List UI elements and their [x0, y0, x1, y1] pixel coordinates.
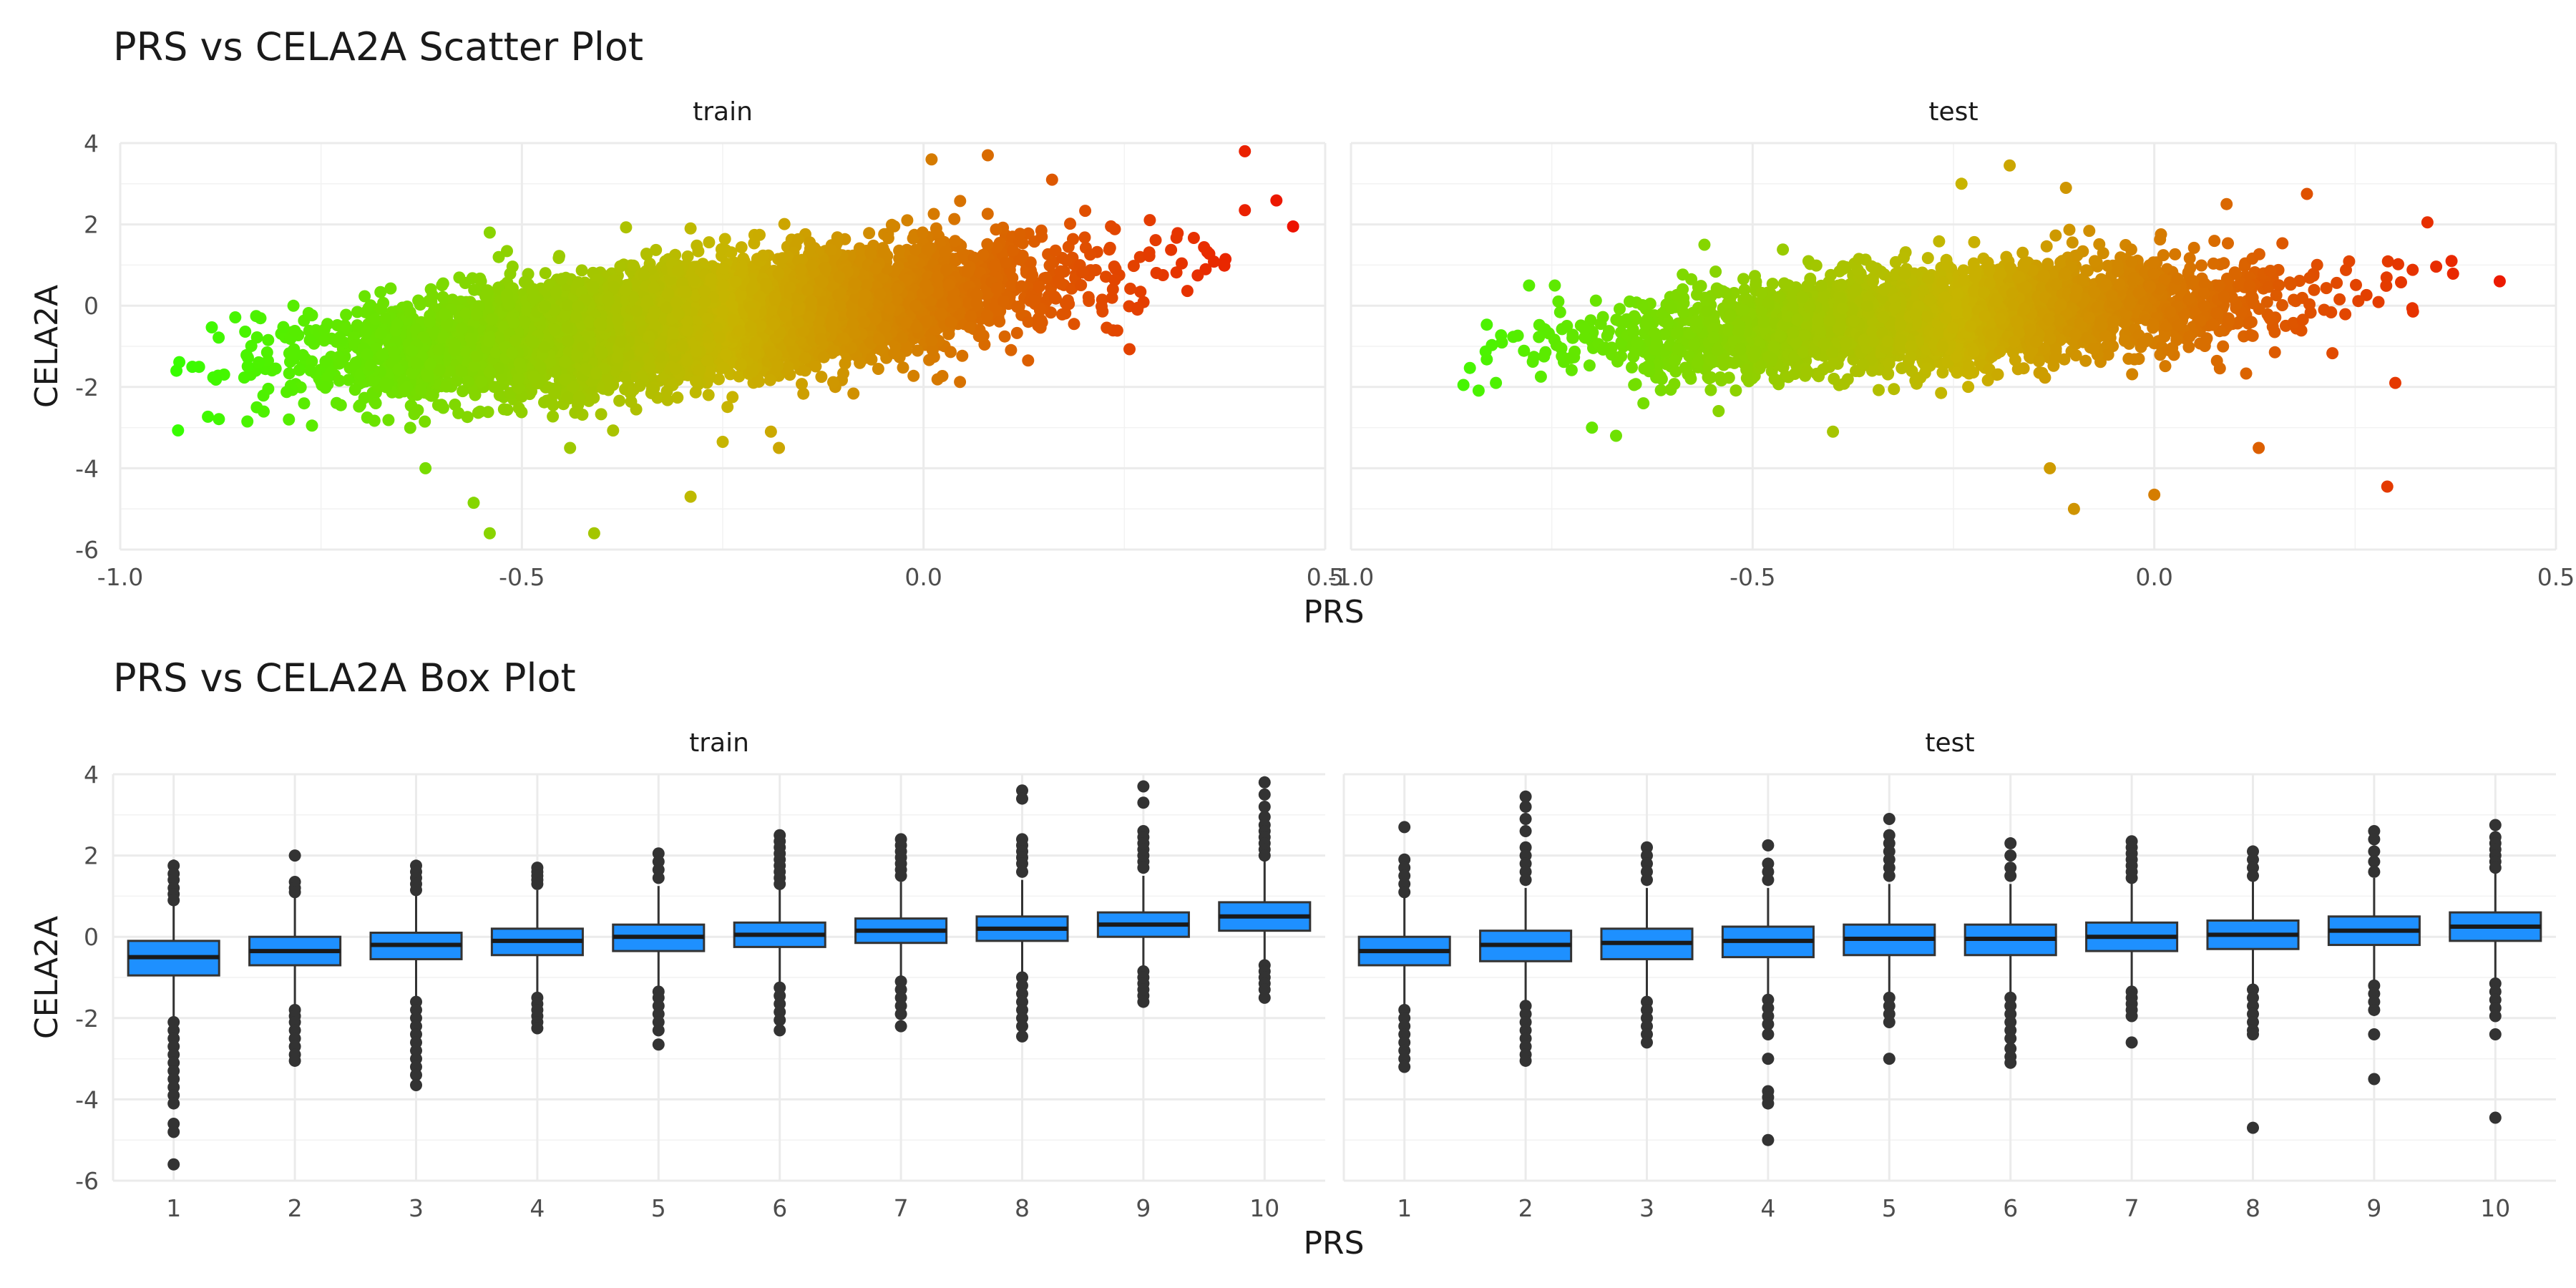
scatter-plot-title: PRS vs CELA2A Scatter Plot — [113, 24, 643, 69]
scatter-point — [318, 334, 331, 347]
x-tick-label: -0.5 — [499, 563, 545, 591]
scatter-point — [911, 344, 924, 357]
scatter-point — [901, 214, 914, 227]
scatter-panel-train: train -1.0 -0.5 0.0 0.5 — [97, 97, 1344, 591]
scatter-point — [733, 370, 746, 383]
scatter-point — [1131, 301, 1144, 314]
scatter-point — [954, 376, 967, 389]
scatter-point — [539, 267, 552, 280]
scatter-point — [897, 361, 909, 374]
scatter-point — [1022, 354, 1035, 367]
scatter-point — [293, 364, 306, 376]
scatter-point — [831, 231, 844, 244]
scatter-point — [431, 399, 444, 411]
scatter-point — [497, 403, 510, 416]
scatter-point — [241, 415, 254, 428]
scatter-point — [1176, 257, 1188, 270]
scatter-point — [205, 321, 218, 333]
scatter-point — [262, 333, 275, 346]
scatter-point — [436, 291, 449, 303]
scatter-point — [202, 410, 215, 423]
scatter-point — [474, 405, 487, 418]
x-tick-label: 0.0 — [904, 563, 942, 591]
scatter-point — [595, 408, 608, 421]
scatter-points — [170, 145, 1299, 540]
scatter-point — [277, 321, 290, 333]
scatter-point — [1078, 231, 1091, 244]
scatter-point — [518, 275, 531, 288]
scatter-point — [1134, 286, 1147, 298]
scatter-point — [713, 373, 725, 386]
scatter-point — [927, 208, 940, 220]
scatter-point — [614, 260, 627, 273]
scatter-point — [703, 236, 716, 249]
scatter-point — [260, 346, 273, 358]
scatter-point — [954, 195, 967, 208]
scatter-point — [213, 413, 225, 426]
scatter-point — [1101, 321, 1113, 334]
scatter-point — [384, 282, 397, 295]
scatter-point — [172, 424, 185, 436]
scatter-point — [735, 241, 748, 254]
scatter-point — [865, 353, 878, 366]
scatter-point — [253, 356, 265, 369]
scatter-point — [607, 424, 620, 437]
scatter-point — [238, 371, 250, 384]
scatter-point — [827, 376, 839, 389]
scatter-point — [1181, 285, 1194, 298]
scatter-point — [506, 260, 519, 273]
facet-strip-label: train — [693, 97, 753, 127]
scatter-point — [702, 389, 715, 401]
scatter-point — [907, 369, 920, 382]
x-tick-label: 0.5 — [1307, 563, 1344, 591]
scatter-point — [1270, 194, 1283, 207]
scatter-point — [1124, 283, 1137, 295]
scatter-point — [298, 397, 311, 410]
scatter-point — [778, 218, 791, 230]
scatter-point — [306, 419, 318, 432]
scatter-point — [1150, 267, 1163, 279]
scatter-point — [411, 404, 424, 416]
scatter-point — [213, 331, 225, 344]
scatter-point — [561, 391, 574, 404]
scatter-point — [457, 385, 469, 398]
scatter-point — [250, 331, 263, 343]
scatter-point — [287, 299, 300, 312]
scatter-point — [799, 364, 811, 377]
scatter-point — [863, 227, 876, 240]
scatter-point — [469, 389, 482, 401]
scatter-point — [488, 381, 501, 394]
scatter-point — [239, 326, 252, 338]
scatter-point — [1096, 300, 1108, 313]
x-tick-label: -1.0 — [97, 563, 143, 591]
box-plot-title: PRS vs CELA2A Box Plot — [113, 655, 576, 701]
scatter-point — [981, 208, 994, 220]
scatter-point — [368, 414, 381, 427]
scatter-point — [1170, 231, 1183, 244]
scatter-point — [404, 421, 416, 434]
scatter-point — [419, 415, 431, 428]
scatter-point — [726, 391, 739, 404]
scatter-point — [288, 343, 301, 356]
scatter-point — [753, 228, 766, 241]
scatter-point — [340, 308, 353, 321]
scatter-point — [229, 311, 242, 323]
scatter-point — [1149, 234, 1162, 247]
scatter-point — [931, 373, 944, 386]
scatter-point — [1048, 291, 1061, 303]
scatter-point — [440, 380, 453, 393]
scatter-point — [815, 371, 828, 384]
scatter-point — [837, 367, 849, 380]
scatter-point — [1079, 205, 1092, 218]
scatter-point — [192, 361, 205, 374]
scatter-point — [1170, 266, 1183, 279]
scatter-point — [280, 386, 293, 399]
